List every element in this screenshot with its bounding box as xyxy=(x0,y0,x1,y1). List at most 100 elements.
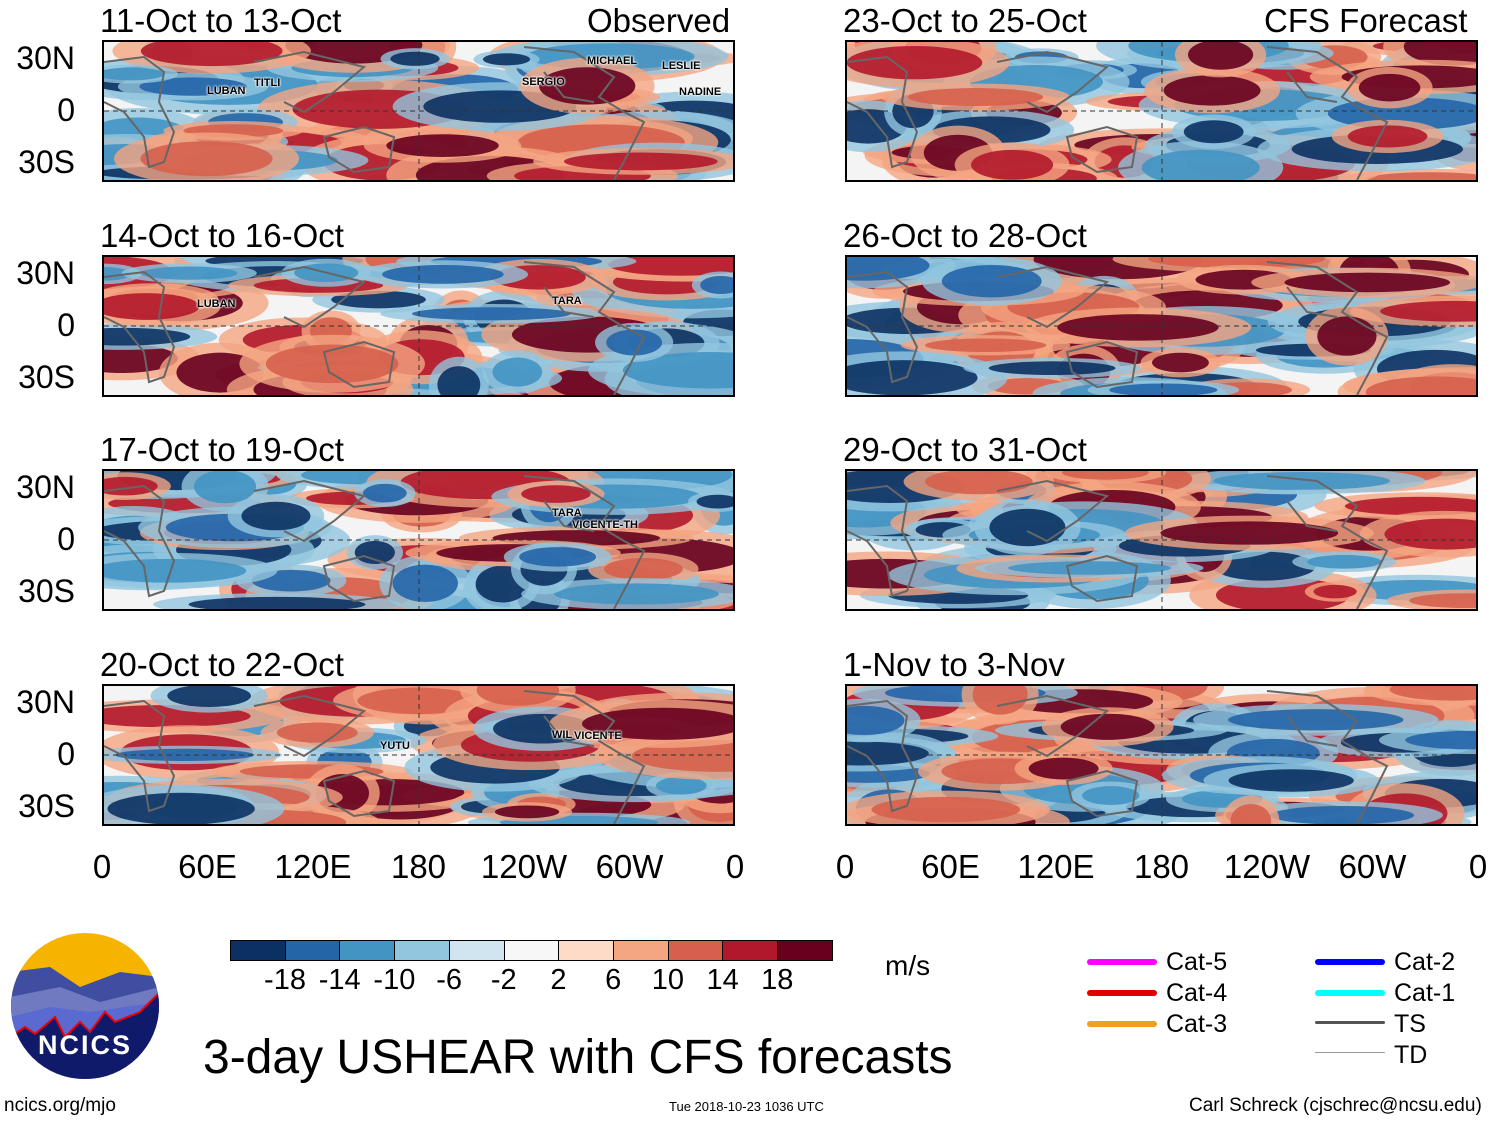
americas-coastline xyxy=(523,261,646,395)
shear-contour xyxy=(1270,805,1415,824)
longitude-label: 120W xyxy=(480,848,568,885)
shear-contour xyxy=(104,293,200,320)
storm-label: WIL xyxy=(552,729,573,741)
shear-contour xyxy=(1028,757,1099,780)
cfs-forecast-label: CFS Forecast xyxy=(1264,2,1468,39)
legend-line-cat-1 xyxy=(1315,990,1385,996)
colorbar-swatch xyxy=(503,940,560,961)
shear-contour xyxy=(241,501,311,531)
latitude-label: 30S xyxy=(18,788,75,824)
shear-contour xyxy=(265,344,399,384)
shear-contour xyxy=(1060,713,1155,740)
longitude-label: 0 xyxy=(835,848,855,885)
shear-contour xyxy=(1228,769,1354,792)
logo-text: NCICS xyxy=(38,1030,132,1060)
americas-coastline xyxy=(1266,46,1389,180)
shear-contour xyxy=(847,45,983,80)
asia-coastline xyxy=(996,50,1110,114)
panel-title: 1-Nov to 3-Nov xyxy=(843,646,1065,683)
shear-contour xyxy=(554,583,719,605)
shear-contour xyxy=(115,748,255,762)
africa-coastline xyxy=(104,699,176,813)
shear-contour xyxy=(1317,316,1377,356)
legend-line-cat-4 xyxy=(1087,990,1157,996)
colorbar-swatch xyxy=(230,940,286,961)
africa-coastline xyxy=(847,270,919,384)
units-label: m/s xyxy=(885,950,931,981)
shear-contour xyxy=(1405,730,1476,750)
panel-title: 17-Oct to 19-Oct xyxy=(100,431,344,468)
australia-coastline xyxy=(322,554,396,603)
colorbar-swatch xyxy=(284,940,341,961)
shear-contour xyxy=(656,776,707,795)
shear-contour xyxy=(1358,73,1421,102)
longitude-label: 180 xyxy=(1133,848,1190,885)
shear-contour xyxy=(847,705,905,736)
shear-contour xyxy=(847,360,978,395)
longitude-label: 60E xyxy=(921,848,980,885)
shear-contour xyxy=(107,792,255,824)
colorbar-swatch xyxy=(394,940,451,961)
storm-label: TARA xyxy=(552,507,582,519)
shear-contour xyxy=(104,476,158,496)
shear-map-panel xyxy=(102,40,735,182)
americas-coastline xyxy=(523,690,646,824)
shear-contour xyxy=(1365,376,1476,395)
storm-label: SERGIO xyxy=(522,76,565,88)
storm-label: TARA xyxy=(552,295,582,307)
shear-contour xyxy=(521,485,591,503)
footer-url[interactable]: ncics.org/mjo xyxy=(4,1095,116,1116)
shear-contour xyxy=(563,152,718,171)
panel-title: 20-Oct to 22-Oct xyxy=(100,646,344,683)
shear-contour xyxy=(1313,584,1357,599)
shear-contour xyxy=(972,686,1028,715)
shear-contour xyxy=(581,707,733,740)
shear-contour xyxy=(1344,496,1476,516)
asia-coastline xyxy=(253,694,367,758)
longitude-label: 0 xyxy=(92,848,112,885)
shear-contour xyxy=(971,149,1054,180)
africa-coastline xyxy=(847,699,919,813)
shear-contour xyxy=(622,351,733,389)
shear-map-panel xyxy=(845,469,1478,611)
shear-contour xyxy=(1213,472,1391,490)
africa-coastline xyxy=(847,55,919,169)
longitude-label: 120W xyxy=(1223,848,1311,885)
shear-contour xyxy=(193,471,257,504)
colorbar-swatch xyxy=(777,940,833,961)
shear-contour xyxy=(411,307,571,321)
footer-credit: Carl Schreck (cjschrec@ncsu.edu) xyxy=(1189,1095,1482,1116)
latitude-label: 0 xyxy=(57,307,75,343)
colorbar-tick-label: 14 xyxy=(706,964,739,996)
shear-contour xyxy=(104,558,247,583)
americas-coastline xyxy=(1266,690,1389,824)
shear-contour xyxy=(1228,709,1404,731)
legend-label: Cat-1 xyxy=(1394,979,1456,1007)
shear-contour xyxy=(1230,803,1272,824)
legend-label: Cat-4 xyxy=(1166,979,1228,1007)
latitude-label: 30S xyxy=(18,359,75,395)
legend-line-ts xyxy=(1315,1021,1385,1024)
storm-label: NADINE xyxy=(679,86,722,98)
asia-coastline xyxy=(253,50,367,114)
shear-contour xyxy=(104,67,165,81)
shear-contour xyxy=(1284,272,1451,293)
americas-coastline xyxy=(523,475,646,609)
observed-label: Observed xyxy=(587,2,731,39)
colorbar-tick-label: -18 xyxy=(264,964,306,996)
shear-contour xyxy=(390,51,440,66)
shear-contour xyxy=(1152,352,1209,373)
shear-contour xyxy=(382,264,504,284)
australia-coastline xyxy=(1065,554,1139,603)
americas-coastline xyxy=(1266,261,1389,395)
shear-contour xyxy=(1163,75,1261,106)
shear-contour xyxy=(519,547,597,567)
legend-line-cat-3 xyxy=(1087,1021,1157,1027)
longitude-label: 0 xyxy=(725,848,745,885)
colorbar-swatch xyxy=(558,940,615,961)
asia-coastline xyxy=(996,265,1110,329)
shear-contour xyxy=(437,366,481,395)
shear-contour xyxy=(1389,686,1476,701)
storm-label: YUTU xyxy=(380,740,410,752)
colorbar-tick-label: 18 xyxy=(761,964,794,996)
